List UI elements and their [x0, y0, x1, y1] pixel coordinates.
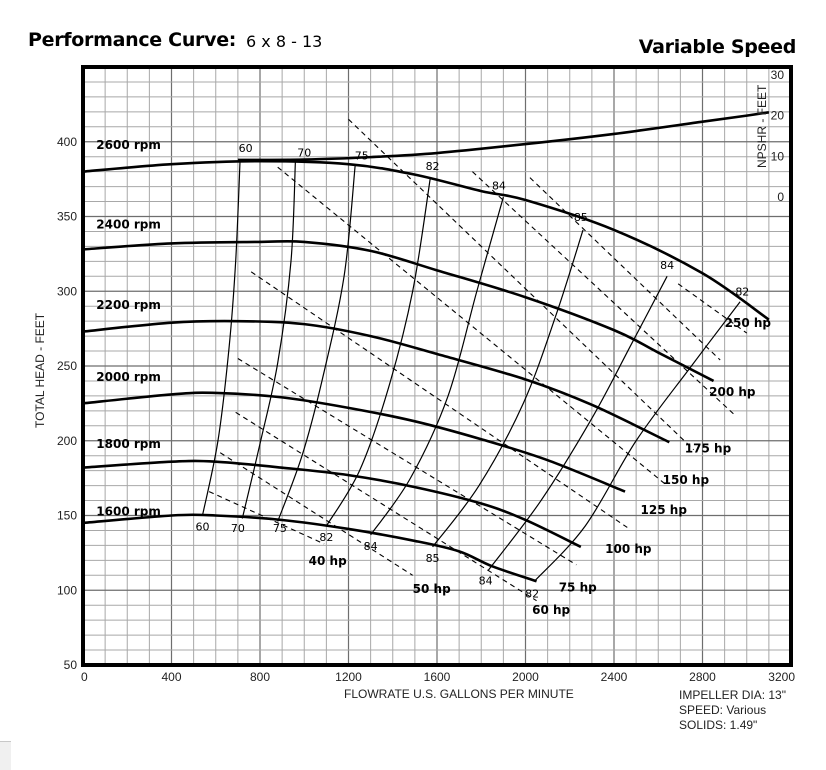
efficiency-line	[241, 161, 296, 519]
power-label: 200 hp	[709, 385, 756, 399]
power-label: 60 hp	[532, 603, 570, 617]
speed-curves: 2600 rpm 2400 rpm 2200 rpm 2000 rpm 1800 rpm…	[82, 138, 770, 583]
speed-spec: SPEED: Various	[679, 703, 767, 717]
y2-tick-label: 20	[771, 109, 785, 123]
speed-curve	[82, 391, 626, 493]
efficiency-label: 84	[660, 259, 674, 272]
efficiency-line	[533, 301, 741, 582]
plot-border	[81, 65, 793, 667]
efficiency-label: 82	[319, 531, 333, 544]
x-tick-label: 2000	[512, 670, 539, 684]
efficiency-line	[432, 229, 584, 548]
pump-specs: IMPELLER DIA: 13" SPEED: Various SOLIDS:…	[679, 688, 786, 733]
corner-panel	[0, 741, 11, 770]
x-tick-label: 2400	[601, 670, 628, 684]
speed-curve	[82, 319, 670, 444]
y-tick-label: 400	[57, 135, 77, 149]
efficiency-line	[325, 177, 431, 527]
speed-label: 1600 rpm	[96, 505, 161, 519]
solids-spec: SOLIDS: 1.49"	[679, 718, 758, 732]
efficiency-line	[277, 165, 356, 522]
y-tick-label: 300	[57, 284, 77, 298]
power-line	[277, 166, 668, 487]
x-tick-label: 400	[161, 670, 181, 684]
speed-type-title: Variable Speed	[638, 36, 797, 58]
power-curves: 40 hp 50 hp 60 hp 75 hp 100 hp 125 hp 150 hp 17…	[208, 118, 772, 617]
efficiency-label: 84	[364, 540, 378, 553]
x-tick-label: 1600	[424, 670, 451, 684]
x-tick-label: 3200	[768, 670, 795, 684]
y-tick-label: 100	[57, 583, 77, 597]
speed-curve	[82, 513, 537, 583]
pump-model: 6 x 8 - 13	[246, 32, 323, 51]
speed-label: 2400 rpm	[96, 217, 161, 231]
y-tick-label: 200	[57, 434, 77, 448]
power-label: 125 hp	[641, 503, 688, 517]
power-label: 50 hp	[413, 582, 451, 596]
efficiency-label: 82	[735, 286, 749, 299]
y-tick-label: 350	[57, 210, 77, 224]
efficiency-label: 70	[297, 147, 311, 160]
power-line	[237, 358, 577, 566]
power-label: 175 hp	[685, 442, 732, 456]
efficiency-line	[370, 196, 504, 536]
power-label: 40 hp	[309, 554, 347, 568]
efficiency-label: 70	[231, 522, 245, 535]
x-tick-label: 800	[250, 670, 270, 684]
speed-label: 2600 rpm	[96, 138, 161, 152]
y2-tick-label: 10	[771, 149, 785, 163]
efficiency-label: 82	[426, 160, 440, 173]
efficiency-line	[487, 276, 668, 572]
x-tick-label: 1200	[335, 670, 362, 684]
power-label: 100 hp	[605, 542, 652, 556]
power-label: 75 hp	[559, 581, 597, 595]
y2-tick-label: 0	[777, 190, 784, 204]
power-line	[219, 452, 413, 576]
chart-title: Performance Curve:	[28, 29, 237, 51]
npshr-curve	[237, 111, 770, 162]
efficiency-label: 84	[479, 574, 493, 587]
speed-curve	[82, 239, 715, 383]
x-tick-label: 0	[81, 670, 88, 684]
y-tick-label: 150	[57, 509, 77, 523]
speed-curve	[82, 159, 770, 321]
npshr-line	[237, 111, 770, 162]
efficiency-label: 60	[195, 520, 209, 533]
power-line	[529, 177, 721, 361]
y2-axis-label: NPSHR - FEET	[755, 84, 769, 168]
efficiency-label: 60	[239, 142, 253, 155]
efficiency-label: 84	[492, 180, 506, 193]
y-tick-label: 250	[57, 359, 77, 373]
y-axis-label: TOTAL HEAD - FEET	[33, 312, 47, 428]
power-line	[250, 271, 628, 528]
efficiency-label: 85	[426, 552, 440, 565]
efficiency-label: 82	[525, 588, 539, 601]
efficiency-line	[201, 159, 241, 516]
speed-label: 1800 rpm	[96, 437, 161, 451]
power-label: 250 hp	[725, 316, 772, 330]
y2-tick-label: 30	[771, 68, 785, 82]
power-label: 150 hp	[663, 473, 710, 487]
axis-ticks: 0 400 800 1200 1600 2000 2400 2800 3200501001502…	[57, 68, 795, 684]
efficiency-label: 75	[273, 522, 287, 535]
y-tick-label: 50	[64, 658, 78, 672]
impeller-diameter: IMPELLER DIA: 13"	[679, 688, 786, 702]
power-line	[348, 118, 695, 451]
speed-curve	[82, 459, 582, 549]
x-tick-label: 2800	[689, 670, 716, 684]
efficiency-label: 75	[355, 150, 369, 163]
speed-label: 2000 rpm	[96, 370, 161, 384]
plot-frame	[81, 65, 793, 667]
x-axis-label: FLOWRATE U.S. GALLONS PER MINUTE	[344, 687, 574, 701]
speed-label: 2200 rpm	[96, 298, 161, 312]
